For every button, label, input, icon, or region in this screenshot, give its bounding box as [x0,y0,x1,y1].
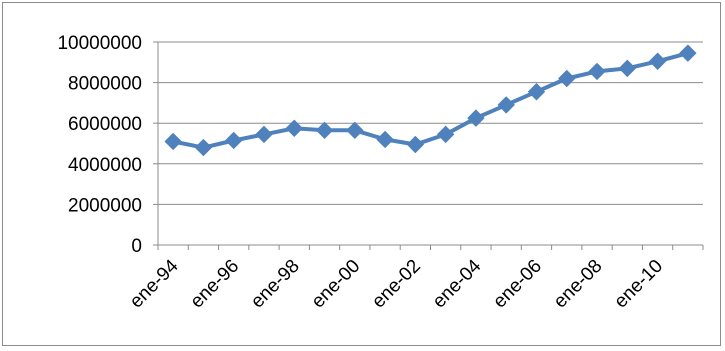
data-point-marker [406,135,425,154]
data-point-marker [346,121,364,140]
data-point-marker [679,44,697,62]
line-chart: 0 2000000 4000000 6000000 8000000 10000000 en… [57,33,704,313]
x-tick-label: ene-08 [550,256,607,313]
x-tick-label: ene-94 [126,255,183,312]
data-point-marker [436,125,455,144]
y-tick-label: 8000000 [68,74,142,95]
data-point-marker [588,62,606,81]
data-point-marker [497,96,515,114]
x-tick-label: ene-10 [610,256,667,313]
y-tick-label: 4000000 [68,155,142,176]
y-tick-label: 0 [131,236,142,257]
data-point-marker [527,83,546,101]
data-point-marker [315,121,334,140]
data-point-marker [255,125,273,144]
y-tick-label: 2000000 [68,195,142,216]
x-tick-label: ene-04 [429,255,486,312]
x-tick-label: ene-98 [247,256,304,313]
y-tick-label: 6000000 [68,114,142,135]
data-point-marker [194,138,213,157]
data-point-marker [164,132,182,151]
y-tick-label: 10000000 [57,33,142,54]
series-line [172,51,689,150]
x-tick-label: ene-02 [368,256,425,313]
chart-area: 0 2000000 4000000 6000000 8000000 10000000 en… [2,2,721,346]
data-point-marker [285,119,303,137]
x-tick-label: ene-96 [187,256,244,313]
data-point-marker [558,69,576,88]
data-point-marker [648,52,667,70]
data-point-marker [618,59,637,78]
x-tick-label: ene-06 [489,256,546,313]
x-tick-label: ene-00 [308,256,365,313]
data-point-marker [467,109,485,127]
data-point-marker [224,131,243,150]
data-point-marker [376,130,394,149]
